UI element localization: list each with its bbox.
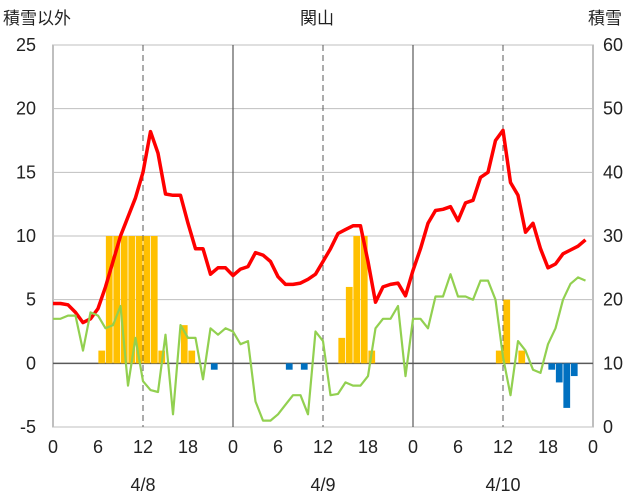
x-tick-label: 6 bbox=[273, 437, 283, 457]
negative-bar bbox=[300, 363, 308, 370]
right-y-tick-label: 30 bbox=[603, 226, 623, 246]
negative-bar bbox=[210, 363, 218, 370]
right-y-tick-label: 60 bbox=[603, 35, 623, 55]
right-y-tick-label: 50 bbox=[603, 99, 623, 119]
x-tick-label: 0 bbox=[408, 437, 418, 457]
temperature-series bbox=[53, 128, 587, 325]
x-tick-label: 6 bbox=[453, 437, 463, 457]
precip-bar bbox=[180, 325, 188, 364]
temperature-line bbox=[53, 128, 587, 325]
precip-bar bbox=[135, 236, 143, 364]
x-tick-label: 0 bbox=[588, 437, 598, 457]
negative-bar bbox=[285, 363, 293, 370]
negative-bar bbox=[570, 363, 578, 377]
left-y-tick-label: 0 bbox=[26, 353, 36, 373]
left-axis-title: 積雪以外 bbox=[3, 9, 71, 29]
left-y-tick-label: -5 bbox=[20, 417, 36, 437]
left-y-tick-label: 10 bbox=[16, 226, 36, 246]
precip-bar bbox=[128, 236, 136, 364]
negative-bar bbox=[563, 363, 571, 408]
right-y-tick-label: 0 bbox=[603, 417, 613, 437]
precip-bar bbox=[188, 350, 196, 364]
chart-title: 関山 bbox=[300, 9, 334, 29]
precip-bar bbox=[120, 236, 128, 364]
left-y-tick-label: 25 bbox=[16, 35, 36, 55]
left-y-tick-label: 15 bbox=[16, 162, 36, 182]
x-tick-label: 0 bbox=[48, 437, 58, 457]
date-label: 4/10 bbox=[485, 475, 520, 495]
x-tick-label: 18 bbox=[358, 437, 378, 457]
date-label: 4/9 bbox=[310, 475, 335, 495]
snow-depth-line bbox=[53, 273, 586, 422]
x-tick-label: 12 bbox=[313, 437, 333, 457]
precip-bar bbox=[360, 236, 368, 364]
x-tick-label: 12 bbox=[133, 437, 153, 457]
precip-bar bbox=[503, 299, 511, 364]
date-label: 4/8 bbox=[130, 475, 155, 495]
right-y-tick-label: 10 bbox=[603, 353, 623, 373]
left-y-tick-label: 20 bbox=[16, 99, 36, 119]
snow-depth-series bbox=[53, 273, 586, 422]
precip-bar bbox=[353, 236, 361, 364]
precip-bar bbox=[338, 337, 346, 364]
negative-bar bbox=[555, 363, 563, 383]
right-y-tick-label: 20 bbox=[603, 290, 623, 310]
precip-bar bbox=[113, 236, 121, 364]
precip-bar bbox=[495, 350, 503, 364]
precip-bar bbox=[345, 286, 353, 364]
precip-bar bbox=[105, 236, 113, 364]
x-tick-label: 18 bbox=[178, 437, 198, 457]
precip-bar bbox=[518, 350, 526, 364]
x-tick-label: 6 bbox=[93, 437, 103, 457]
x-tick-label: 0 bbox=[228, 437, 238, 457]
left-y-tick-label: 5 bbox=[26, 290, 36, 310]
right-axis-title: 積雪 bbox=[588, 9, 622, 29]
x-tick-label: 12 bbox=[493, 437, 513, 457]
precip-bar bbox=[143, 236, 151, 364]
x-tick-label: 18 bbox=[538, 437, 558, 457]
precip-bar bbox=[98, 350, 106, 364]
negative-bar bbox=[548, 363, 556, 370]
precip-bar bbox=[150, 236, 158, 364]
right-y-tick-label: 40 bbox=[603, 162, 623, 182]
